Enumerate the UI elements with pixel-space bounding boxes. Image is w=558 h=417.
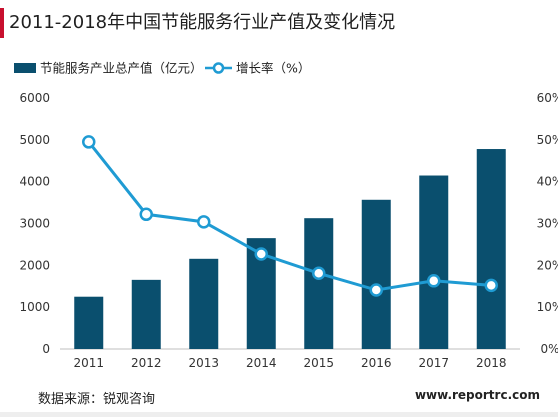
x-tick-label: 2017 xyxy=(418,356,449,370)
x-tick-label: 2016 xyxy=(361,356,392,370)
y-left-tick-label: 0 xyxy=(42,342,50,356)
growth-point xyxy=(312,266,326,281)
page-title: 2011-2018年中国节能服务行业产值及变化情况 xyxy=(9,12,396,33)
growth-point xyxy=(427,274,441,288)
growth-point xyxy=(369,283,383,297)
axes: 0 1000 2000 3000 4000 5000 6000 0% 10% 20% 30% 40% 5… xyxy=(19,91,558,370)
y-right-tick-label: 50% xyxy=(537,133,558,147)
y-left-tick-label: 1000 xyxy=(19,300,50,314)
y-right-tick-label: 20% xyxy=(537,258,558,272)
legend-label-bar: 节能服务产业总产值（亿元） xyxy=(40,61,203,76)
y-left-tick-label: 6000 xyxy=(19,91,50,105)
website-label: www.reportrc.com xyxy=(414,388,540,402)
y-right-tick-label: 0% xyxy=(540,342,558,356)
growth-point xyxy=(139,207,153,222)
x-tick-label: 2011 xyxy=(73,356,104,370)
x-tick-label: 2012 xyxy=(131,356,162,370)
title-accent xyxy=(0,8,4,38)
y-left-tick-label: 3000 xyxy=(19,217,50,231)
y-left-tick-label: 4000 xyxy=(19,175,50,189)
bar xyxy=(304,218,334,349)
legend: 节能服务产业总产值（亿元） 增长率（%） xyxy=(14,61,310,76)
y-right-tick-label: 60% xyxy=(537,91,558,105)
x-tick-label: 2014 xyxy=(246,356,277,370)
y-left-tick-label: 5000 xyxy=(19,133,50,147)
growth-point xyxy=(254,247,268,261)
growth-point xyxy=(82,135,96,149)
bar xyxy=(189,258,219,349)
bar xyxy=(74,296,104,349)
bars xyxy=(74,149,506,349)
legend-swatch-bar xyxy=(14,63,36,73)
bar xyxy=(361,199,391,349)
y-left-tick-label: 2000 xyxy=(19,258,50,272)
growth-point xyxy=(484,278,498,293)
y-right-tick-label: 30% xyxy=(537,217,558,231)
y-right-tick-label: 40% xyxy=(537,175,558,189)
bar xyxy=(476,149,506,349)
bottom-rule xyxy=(0,412,558,417)
y-right-tick-label: 10% xyxy=(537,300,558,314)
legend-label-line: 增长率（%） xyxy=(236,61,310,76)
x-tick-label: 2018 xyxy=(476,356,507,370)
legend-swatch-marker xyxy=(212,62,225,74)
growth-line xyxy=(82,135,498,297)
bar xyxy=(131,279,161,349)
growth-series-line xyxy=(87,140,492,292)
growth-point xyxy=(197,215,211,229)
bar xyxy=(419,175,449,349)
x-tick-label: 2013 xyxy=(188,356,219,370)
source-note: 数据来源：锐观咨询 xyxy=(38,392,156,407)
x-tick-label: 2015 xyxy=(303,356,334,370)
